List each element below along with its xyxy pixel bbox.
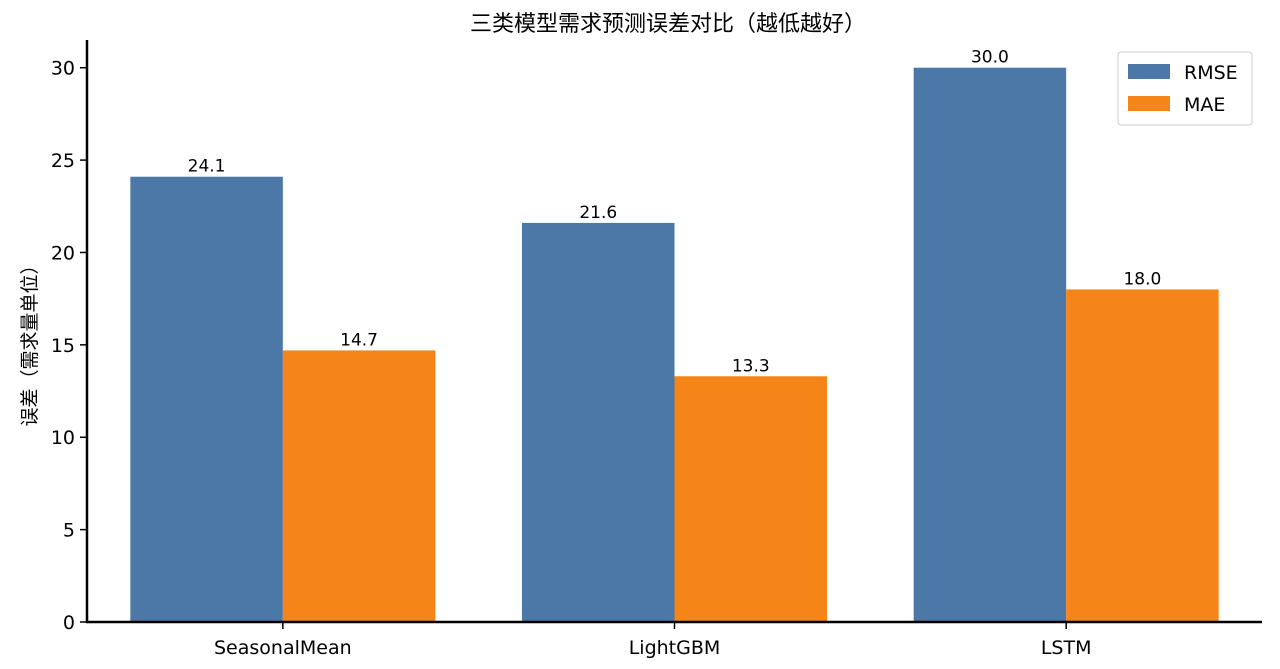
plot-area: 0 5 10 15 20 25 30 24.1 14.7 SeasonalMean 21.6 13.3… bbox=[51, 40, 1262, 659]
bar-mae bbox=[674, 376, 827, 622]
bar-rmse bbox=[130, 176, 283, 622]
legend-swatch-rmse bbox=[1128, 64, 1170, 79]
bar-mae bbox=[1066, 289, 1219, 622]
bar-mae bbox=[282, 350, 436, 622]
y-tick-label: 30 bbox=[51, 58, 75, 80]
x-tick-label: SeasonalMean bbox=[214, 637, 352, 659]
x-tick-label: LSTM bbox=[1041, 637, 1092, 659]
legend-label-rmse: RMSE bbox=[1184, 62, 1238, 84]
y-tick-label: 5 bbox=[63, 520, 75, 542]
bar-rmse bbox=[913, 67, 1067, 622]
bar-value-label-rmse: 21.6 bbox=[579, 203, 617, 223]
bar-value-label-rmse: 30.0 bbox=[971, 48, 1009, 68]
y-tick-label: 15 bbox=[51, 335, 75, 357]
y-tick-label: 20 bbox=[51, 242, 75, 264]
y-tick-label: 10 bbox=[51, 427, 75, 449]
y-tick-label: 25 bbox=[51, 150, 75, 172]
bar-rmse bbox=[522, 222, 675, 622]
legend-swatch-mae bbox=[1128, 96, 1170, 111]
bar-value-label-mae: 14.7 bbox=[340, 330, 378, 350]
y-tick-label: 0 bbox=[63, 612, 75, 634]
x-tick-label: LightGBM bbox=[629, 637, 721, 659]
legend-label-mae: MAE bbox=[1184, 94, 1225, 116]
legend: RMSE MAE bbox=[1117, 51, 1253, 126]
bar-value-label-mae: 13.3 bbox=[732, 356, 770, 376]
y-axis-label: 误差（需求量单位） bbox=[19, 255, 41, 426]
bar-value-label-mae: 18.0 bbox=[1123, 269, 1161, 289]
chart-title: 三类模型需求预测误差对比（越低越好） bbox=[470, 12, 866, 37]
bar-value-label-rmse: 24.1 bbox=[188, 157, 226, 177]
